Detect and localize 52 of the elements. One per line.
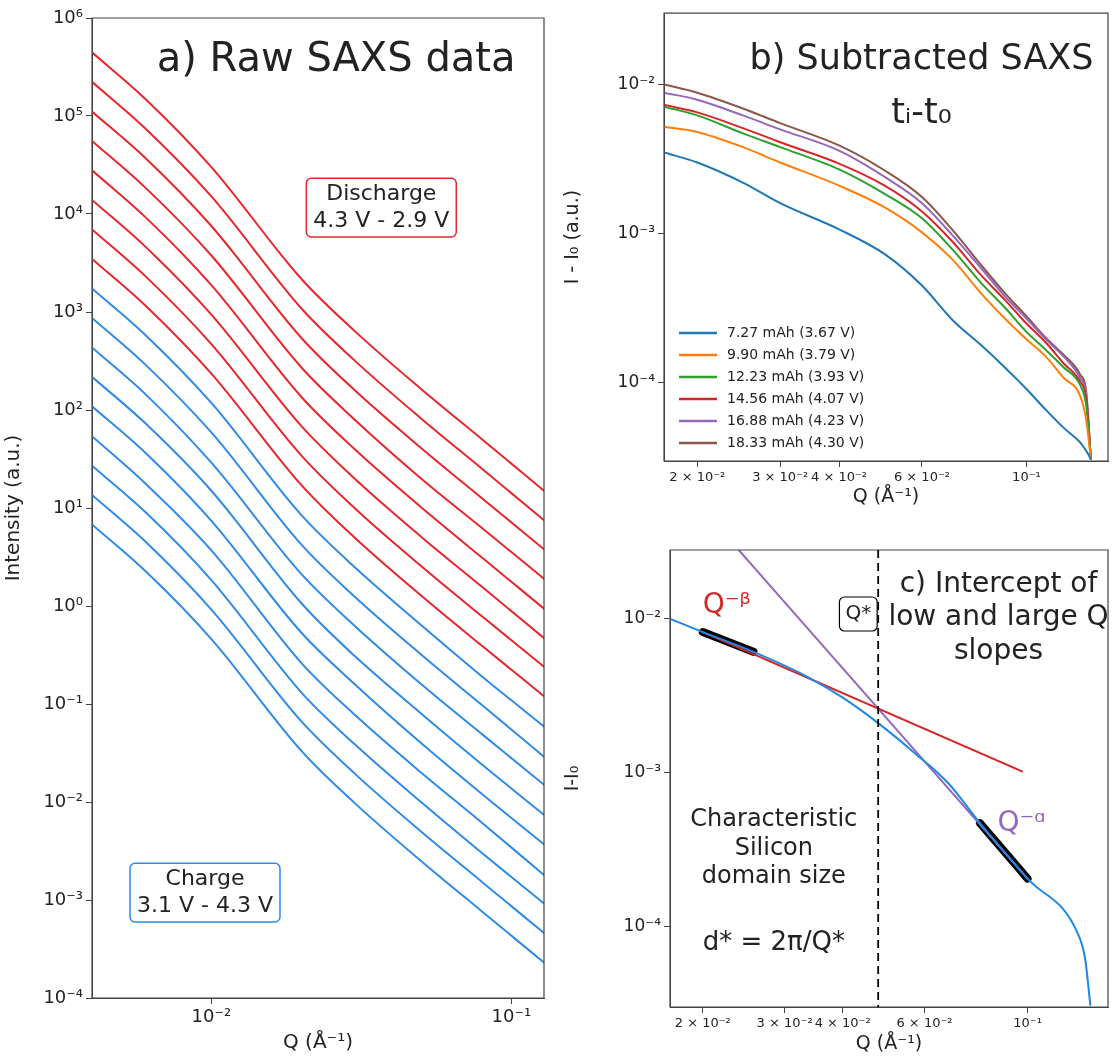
x-tick-label: 10⁻¹ (491, 1005, 532, 1027)
x-tick-label: 4 × 10⁻² (810, 469, 868, 485)
x-tick-label: 6 × 10⁻² (893, 469, 950, 485)
y-tick-label: 10⁻³ (617, 222, 655, 243)
y-tick-label: 10⁴ (52, 201, 83, 223)
y-tick-label: 10⁻⁴ (623, 914, 662, 935)
y-tick-label: 10⁻³ (43, 887, 83, 909)
y-tick-label: 10² (52, 397, 83, 419)
y-axis-title: I-I₀ (560, 765, 583, 792)
y-tick-label: 10¹ (52, 495, 83, 517)
y-tick-label: 10⁻⁴ (617, 371, 656, 392)
y-tick-label: 10⁵ (52, 103, 83, 125)
y-tick-label: 10⁻⁴ (43, 985, 83, 1007)
x-axis-title: Q (Å⁻¹) (283, 1029, 353, 1054)
x-tick-label: 4 × 10⁻² (814, 1015, 871, 1031)
ref-line-label: Q* (845, 600, 872, 625)
annotation: d* = 2π/Q* (702, 925, 845, 956)
y-tick-label: 10⁻² (623, 607, 661, 628)
legend-label: 7.27 mAh (3.67 V) (727, 323, 856, 340)
y-tick-label: 10⁻² (43, 789, 83, 811)
annotation: Characteristic Silicon domain size (690, 803, 858, 890)
y-tick-label: 10⁻¹ (43, 691, 83, 713)
x-tick-label: 10⁻¹ (1012, 469, 1041, 485)
y-tick-label: 10⁻³ (623, 761, 661, 782)
legend-label: 9.90 mAh (3.79 V) (727, 345, 856, 362)
y-tick-label: 10⁰ (52, 593, 83, 615)
x-tick-label: 10⁻² (191, 1005, 232, 1027)
series-label: Q⁻ᵅ (997, 804, 1046, 838)
y-tick-label: 10⁻² (617, 72, 655, 93)
x-axis-title: Q (Å⁻¹) (855, 1030, 923, 1053)
legend-label: 18.33 mAh (4.30 V) (727, 433, 865, 450)
x-tick-label: 2 × 10⁻² (674, 1015, 731, 1031)
y-axis-title: I - I₀ (a.u.) (560, 189, 583, 285)
text: tᵢ-t₀ (891, 91, 952, 132)
y-axis-title: Intensity (a.u.) (0, 434, 25, 582)
x-axis-title: Q (Å⁻¹) (852, 483, 920, 506)
annotation: Charge 3.1 V - 4.3 V (137, 865, 273, 917)
text: c) Intercept of low and large Q slopes (888, 565, 1109, 666)
x-tick-label: 10⁻¹ (1013, 1015, 1042, 1031)
series-label: Q⁻ᵝ (702, 587, 751, 621)
y-tick-label: 10³ (52, 299, 83, 321)
annotation: Discharge 4.3 V - 2.9 V (313, 180, 450, 232)
legend-label: 14.56 mAh (4.07 V) (727, 389, 865, 406)
x-tick-label: 2 × 10⁻² (669, 469, 726, 485)
chart-title: a) Raw SAXS data (156, 33, 516, 80)
x-tick-label: 6 × 10⁻² (896, 1015, 953, 1031)
x-tick-label: 3 × 10⁻² (756, 1015, 813, 1031)
legend-label: 12.23 mAh (3.93 V) (727, 367, 865, 384)
x-tick-label: 3 × 10⁻² (752, 469, 809, 485)
legend-label: 16.88 mAh (4.23 V) (727, 411, 865, 428)
y-tick-label: 10⁶ (52, 5, 83, 27)
text: b) Subtracted SAXS (749, 36, 1094, 77)
